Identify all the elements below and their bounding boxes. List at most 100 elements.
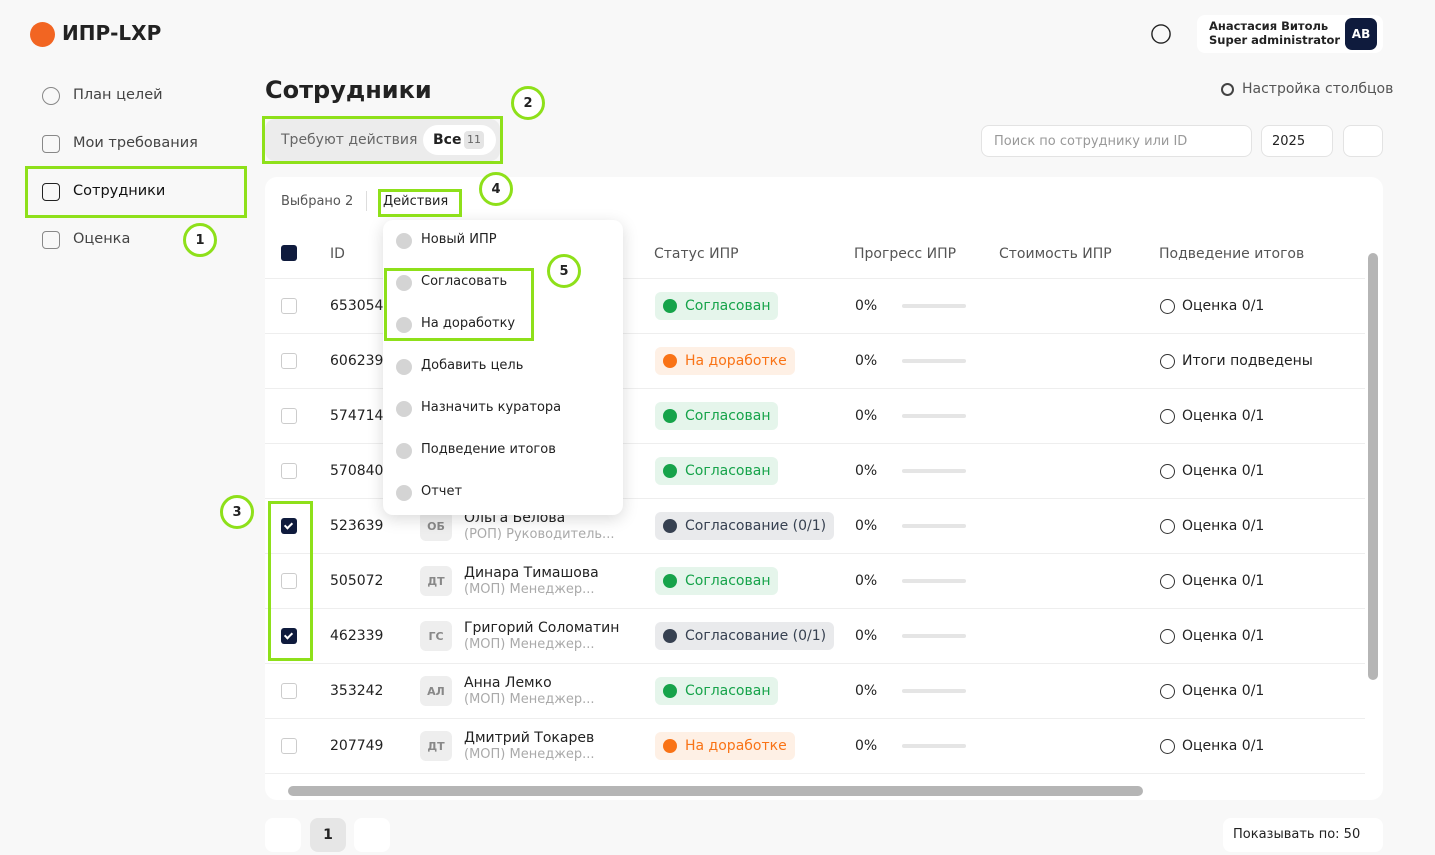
row-id: 574714 xyxy=(330,408,384,424)
status-text: Согласование (0/1) xyxy=(685,628,827,644)
menu-item[interactable]: Назначить куратора xyxy=(421,400,562,415)
menu-item[interactable]: Подведение итогов xyxy=(421,442,556,457)
user-name: Анастасия Витоль xyxy=(1209,19,1329,33)
sidebar-icon xyxy=(42,183,60,201)
row-avatar: ДТ xyxy=(420,566,452,596)
summary-icon xyxy=(1160,464,1175,479)
menu-item[interactable]: Согласовать xyxy=(421,274,508,289)
page-title: Сотрудники xyxy=(265,76,432,104)
row-checkbox[interactable] xyxy=(281,683,297,699)
row-checkbox[interactable] xyxy=(281,738,297,754)
annotation-box xyxy=(25,166,247,218)
progress-text: 0% xyxy=(855,573,878,589)
summary-icon xyxy=(1160,409,1175,424)
column-settings[interactable]: Настройка столбцов xyxy=(1242,81,1394,97)
status-pill: Согласован xyxy=(655,402,779,430)
progress-text: 0% xyxy=(855,353,878,369)
tab[interactable]: Все xyxy=(433,132,462,148)
year-select[interactable]: 2025 xyxy=(1261,125,1333,157)
current-page[interactable]: 1 xyxy=(310,818,346,852)
progress-bar xyxy=(902,579,966,583)
progress-bar xyxy=(902,689,966,693)
status-dot xyxy=(663,519,677,533)
sidebar-icon xyxy=(42,135,60,153)
row-role: (МОП) Менеджер... xyxy=(464,692,595,707)
row-name[interactable]: Дмитрий Токарев xyxy=(464,730,595,746)
sidebar-item[interactable]: Мои требования xyxy=(73,135,198,151)
row-role: (РОП) Руководитель... xyxy=(464,527,615,542)
status-dot xyxy=(663,739,677,753)
v-scroll-thumb xyxy=(1368,253,1378,680)
row-avatar: АЛ xyxy=(420,676,452,706)
status-dot xyxy=(663,684,677,698)
menu-item[interactable]: Новый ИПР xyxy=(421,232,497,247)
summary-icon xyxy=(1160,739,1175,754)
status-pill: На доработке xyxy=(655,732,795,760)
row-checkbox[interactable] xyxy=(281,628,297,644)
annotation-box xyxy=(268,501,313,661)
progress-text: 0% xyxy=(855,518,878,534)
search-placeholder: Поиск по сотруднику или ID xyxy=(994,134,1188,149)
row-id: 462339 xyxy=(330,628,384,644)
filter-button[interactable] xyxy=(1343,125,1383,157)
menu-item[interactable]: Добавить цель xyxy=(421,358,524,373)
row-id: 653054 xyxy=(330,298,384,314)
menu-icon xyxy=(396,359,412,375)
menu-icon xyxy=(396,233,412,249)
row-checkbox[interactable] xyxy=(281,518,297,534)
summary-icon xyxy=(1160,574,1175,589)
status-text: Согласован xyxy=(685,463,771,479)
tab[interactable]: Требуют действия xyxy=(281,132,418,148)
row-id: 505072 xyxy=(330,573,384,589)
status-pill: Согласован xyxy=(655,567,779,595)
menu-icon xyxy=(396,317,412,333)
avatar: АВ xyxy=(1345,18,1377,50)
progress-bar xyxy=(902,414,966,418)
sidebar-item[interactable]: Оценка xyxy=(73,231,131,247)
sidebar-item[interactable]: План целей xyxy=(73,87,163,103)
row-checkbox[interactable] xyxy=(281,573,297,589)
h-scroll-thumb xyxy=(288,786,1143,796)
row-checkbox[interactable] xyxy=(281,463,297,479)
row-name[interactable]: Григорий Соломатин xyxy=(464,620,620,636)
summary-text: Оценка 0/1 xyxy=(1182,683,1265,699)
progress-text: 0% xyxy=(855,408,878,424)
row-checkbox[interactable] xyxy=(281,298,297,314)
row-avatar: ДТ xyxy=(420,731,452,761)
annotation-marker: 2 xyxy=(511,86,545,120)
annotation-box xyxy=(384,268,534,341)
menu-item[interactable]: Отчет xyxy=(421,484,463,499)
status-text: На доработке xyxy=(685,738,787,754)
search[interactable]: Поиск по сотруднику или ID xyxy=(981,125,1252,157)
row-name[interactable]: Анна Лемко xyxy=(464,675,552,691)
row-checkbox[interactable] xyxy=(281,408,297,424)
next-page[interactable] xyxy=(354,818,390,852)
prev-page[interactable] xyxy=(265,818,301,852)
history-button[interactable] xyxy=(1151,24,1171,44)
menu-item[interactable]: На доработку xyxy=(421,316,516,331)
status-pill: Согласован xyxy=(655,292,779,320)
status-dot xyxy=(663,409,677,423)
gear-icon xyxy=(1221,83,1234,96)
menu-icon xyxy=(396,275,412,291)
progress-bar xyxy=(902,744,966,748)
menu-icon xyxy=(396,443,412,459)
sidebar-item[interactable]: Сотрудники xyxy=(73,183,166,199)
row-id: 353242 xyxy=(330,683,384,699)
header-checkbox[interactable] xyxy=(281,245,297,261)
row-id: 606239 xyxy=(330,353,384,369)
status-text: Согласован xyxy=(685,683,771,699)
page-size[interactable]: Показывать по: 50 xyxy=(1223,818,1383,852)
status-text: Согласование (0/1) xyxy=(685,518,827,534)
row-avatar: ОБ xyxy=(420,511,452,541)
row-checkbox[interactable] xyxy=(281,353,297,369)
annotation-box xyxy=(262,116,503,164)
row-role: (МОП) Менеджер... xyxy=(464,747,595,762)
user-role: Super administrator ru xyxy=(1209,33,1358,47)
summary-text: Оценка 0/1 xyxy=(1182,463,1265,479)
row-id: 570840 xyxy=(330,463,384,479)
row-name[interactable]: Динара Тимашова xyxy=(464,565,599,581)
user-card[interactable]: Анастасия Витоль Super administrator ru АВ xyxy=(1197,15,1383,53)
actions-button[interactable]: Действия xyxy=(383,194,449,209)
row-role: (МОП) Менеджер... xyxy=(464,637,595,652)
